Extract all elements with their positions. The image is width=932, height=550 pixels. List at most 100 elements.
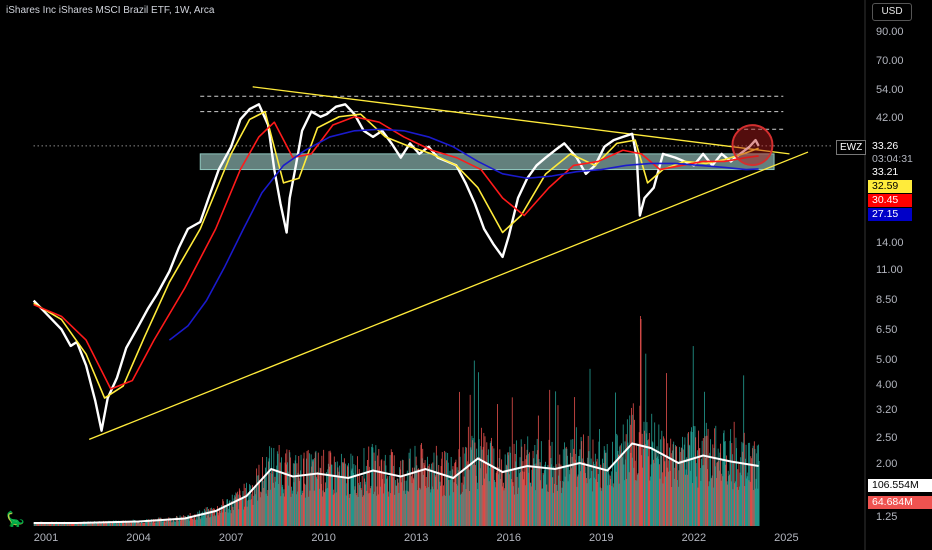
- volume-bar: [253, 495, 255, 526]
- currency-button[interactable]: USD: [872, 3, 912, 21]
- volume-bar: [235, 493, 237, 526]
- volume-bar: [658, 424, 660, 526]
- volume-bar: [559, 481, 561, 526]
- volume-bar: [117, 520, 119, 526]
- volume-bar: [693, 425, 695, 526]
- volume-bar: [305, 484, 307, 526]
- volume-bar: [52, 523, 54, 526]
- volume-bar: [356, 456, 358, 526]
- volume-bar: [112, 522, 114, 526]
- volume-bar: [279, 462, 281, 526]
- volume-bar: [634, 419, 635, 526]
- volume-bar: [484, 436, 486, 526]
- volume-bar: [397, 482, 399, 526]
- volume-bar: [146, 521, 148, 526]
- volume-bar: [449, 470, 451, 526]
- volume-bar: [667, 471, 669, 526]
- volume-bar: [488, 481, 490, 526]
- volume-bar: [690, 431, 692, 526]
- volume-bar: [491, 437, 492, 526]
- volume-bar: [230, 513, 232, 526]
- volume-bar: [87, 522, 88, 526]
- volume-bar: [486, 464, 488, 526]
- volume-bar: [517, 468, 519, 526]
- highlight-circle: [731, 124, 774, 167]
- volume-bar: [582, 464, 584, 526]
- volume-bar: [100, 522, 102, 526]
- volume-bar: [693, 456, 695, 526]
- volume-bar: [186, 517, 188, 526]
- volume-bar: [753, 441, 755, 526]
- volume-bar: [660, 456, 662, 526]
- volume-bar: [495, 487, 497, 526]
- volume-bar: [122, 522, 123, 526]
- volume-bar: [417, 468, 419, 526]
- volume-bar: [221, 512, 223, 526]
- volume-bar: [320, 468, 322, 526]
- volume-bar: [345, 463, 347, 526]
- volume-bar: [209, 517, 211, 526]
- volume-bar: [657, 458, 659, 526]
- volume-bar: [170, 518, 172, 526]
- volume-bar: [467, 461, 469, 526]
- volume-bar: [704, 436, 706, 526]
- volume-bar: [206, 506, 208, 526]
- volume-bar: [564, 476, 566, 526]
- volume-bar: [427, 466, 429, 526]
- volume-bar: [174, 521, 176, 526]
- volume-bar: [46, 523, 48, 526]
- volume-bar: [711, 475, 713, 526]
- volume-bar: [387, 476, 389, 526]
- x-tick-label: 2019: [589, 532, 614, 544]
- volume-bar: [401, 477, 403, 526]
- volume-bar: [35, 524, 37, 526]
- volume-bar: [383, 493, 384, 526]
- volume-bar: [340, 453, 342, 526]
- volume-bar: [559, 454, 561, 526]
- volume-bar: [160, 517, 162, 526]
- volume-bar: [625, 459, 627, 526]
- volume-bar: [334, 493, 336, 526]
- volume-bar: [329, 450, 331, 526]
- volume-bar: [128, 521, 130, 526]
- volume-bar: [428, 487, 430, 526]
- volume-bar: [528, 472, 530, 526]
- volume-bar: [214, 515, 216, 526]
- volume-bar: [45, 523, 47, 526]
- volume-bar: [358, 469, 360, 526]
- volume-bar: [463, 484, 465, 526]
- volume-bar: [271, 474, 273, 526]
- volume-bar: [697, 487, 699, 526]
- y-tick-label: 70.00: [876, 54, 904, 67]
- volume-bar: [270, 447, 272, 526]
- volume-bar: [79, 524, 81, 526]
- volume-bar: [368, 446, 370, 526]
- volume-bar: [432, 489, 434, 526]
- volume-bar: [331, 464, 333, 526]
- volume-bar: [437, 472, 439, 526]
- volume-bar: [576, 486, 578, 526]
- volume-bar: [129, 521, 131, 526]
- volume-bar: [85, 522, 87, 526]
- volume-bar: [379, 470, 381, 526]
- volume-bar: [262, 457, 263, 526]
- volume-bar: [434, 471, 436, 526]
- volume-bar: [100, 522, 102, 526]
- volume-bar: [395, 485, 397, 526]
- volume-bar: [555, 391, 557, 526]
- y-tick-label: 11.00: [876, 264, 903, 277]
- volume-bar: [166, 521, 168, 526]
- volume-bar: [257, 475, 259, 526]
- volume-bar: [62, 523, 64, 526]
- volume-bar: [76, 523, 78, 526]
- volume-bar: [643, 421, 645, 526]
- volume-bar: [536, 438, 538, 526]
- volume-bar: [457, 485, 459, 526]
- volume-bar: [555, 464, 557, 526]
- volume-bar: [397, 478, 399, 526]
- volume-bar: [82, 522, 84, 526]
- volume-bar: [152, 519, 154, 526]
- volume-bar: [629, 415, 631, 526]
- volume-bar: [577, 476, 578, 526]
